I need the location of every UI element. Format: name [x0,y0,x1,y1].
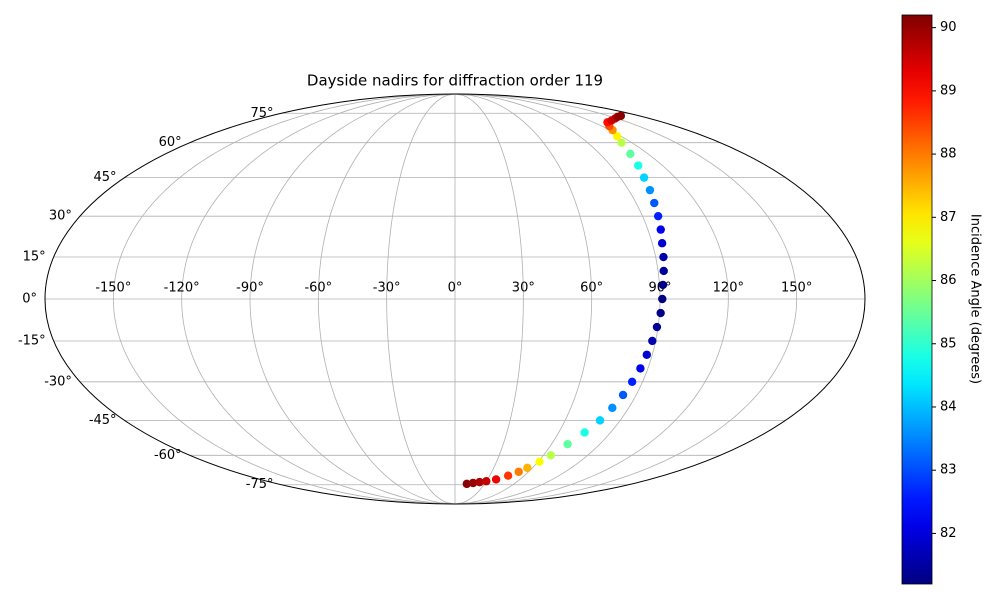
point [475,477,484,487]
point [503,471,513,480]
x-tick-label: -90° [236,281,264,296]
point [656,308,665,318]
point [659,266,668,276]
y-tick-label: -45° [89,413,117,428]
x-tick-label: -60° [304,281,332,296]
point [627,377,637,387]
x-tick-label: -30° [373,281,401,296]
grid-line [181,93,456,505]
x-tick-label: 60° [580,281,603,296]
colorbar-label: Incidence Angle (degrees) [968,214,983,384]
point [642,350,651,359]
colorbar-tick-label: 85 [940,336,957,351]
x-tick-label: 120° [713,281,744,296]
colorbar-tick-label: 82 [940,526,957,541]
point [563,439,572,449]
grid-line [386,93,456,505]
x-tick-label: 30° [512,281,535,296]
y-tick-label: 0° [22,292,37,307]
colorbar [901,14,933,585]
point [612,132,622,141]
y-tick-label: -75° [246,477,274,492]
point [626,149,635,159]
colorbar-tick-label: 83 [940,463,957,478]
colorbar-tick-label: 90 [940,20,957,35]
point [514,467,523,477]
point [639,173,649,182]
y-tick-label: 15° [23,250,46,265]
point [523,463,532,473]
y-tick-label: 75° [250,106,273,121]
grid-line [454,93,524,505]
grid-line [112,93,456,505]
point [658,280,668,290]
x-tick-label: -150° [95,281,131,296]
colorbar-tick-label: 88 [940,147,957,162]
point [580,428,589,437]
point [616,111,626,121]
y-tick-label: -60° [154,448,182,463]
y-tick-label: -15° [18,333,46,348]
grid-line [317,93,456,505]
point [535,457,544,466]
grid-line [454,93,729,505]
y-tick-label: -30° [44,374,72,389]
point [652,322,662,332]
point [595,416,605,425]
point [634,161,643,170]
point [653,211,663,221]
grid-line [249,93,456,505]
point [659,252,668,262]
point [648,336,657,346]
chart-title: Dayside nadirs for diffraction order 119 [307,72,603,90]
y-tick-label: 30° [49,209,72,224]
point [636,364,645,373]
colorbar-tick-label: 86 [940,273,957,288]
point [491,475,501,484]
x-tick-label: 0° [448,281,463,296]
point [617,138,626,147]
point [608,403,617,413]
point [468,478,478,488]
x-tick-label: -120° [164,281,200,296]
point [618,390,628,400]
point [650,198,659,208]
colorbar-tick-label: 84 [940,399,957,414]
grid-line [454,93,593,505]
y-tick-label: 60° [159,135,182,150]
colorbar-tick-label: 87 [940,210,957,225]
map-boundary [44,93,866,505]
y-tick-label: 45° [94,170,117,185]
point [462,479,472,489]
x-tick-label: 150° [781,281,812,296]
point [658,294,667,304]
point [546,451,556,460]
point [656,225,665,234]
point [657,239,667,248]
point [645,185,655,195]
point [482,477,491,486]
colorbar-tick-label: 89 [940,83,957,98]
grid-line [454,93,798,505]
